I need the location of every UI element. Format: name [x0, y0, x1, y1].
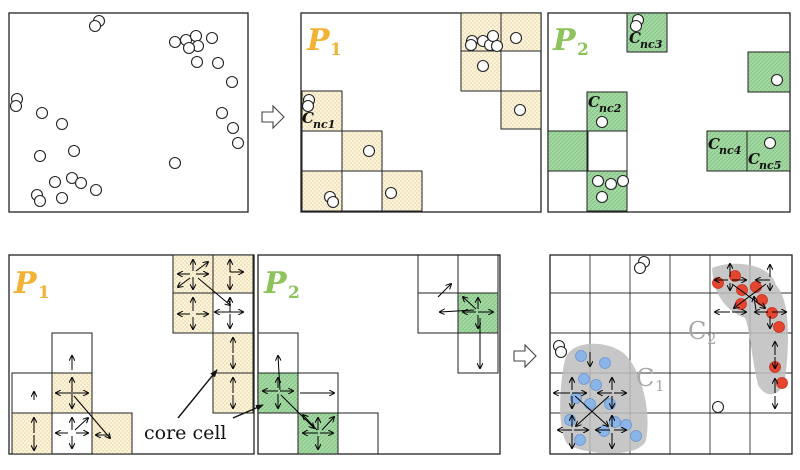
cnc1-label: C — [302, 109, 314, 127]
p2-label-top: P — [552, 23, 577, 58]
raw-points-panel — [8, 12, 249, 213]
cluster-c1-label: C — [636, 364, 654, 392]
cnc1-label-sub: nc1 — [313, 118, 335, 131]
cluster-c2-label: C — [688, 317, 706, 345]
p1-label-top-sub: 1 — [330, 40, 342, 60]
cnc3-label: C — [629, 29, 641, 47]
core-cell-label: core cell — [144, 422, 227, 444]
core-cell-callout: core cell — [142, 369, 264, 444]
cnc3-label-sub: nc3 — [640, 38, 663, 51]
p1-label-top: P — [306, 23, 331, 58]
p2-label-top-sub: 2 — [577, 40, 589, 60]
p1-grid-panel-top: P 1 C nc1 — [300, 12, 542, 213]
p2-label-bottom: P — [263, 266, 288, 301]
cluster-c1-label-sub: 1 — [655, 377, 665, 395]
cnc4-label-sub: nc4 — [719, 144, 741, 157]
cluster-result-panel: C 1 C 2 — [549, 254, 793, 455]
cnc2-label: C — [588, 93, 600, 111]
p2-label-bottom-sub: 2 — [288, 283, 300, 303]
cnc2-label-sub: nc2 — [599, 102, 622, 115]
p2-core-panel-bottom: P 2 — [257, 254, 501, 455]
p1-label-bottom: P — [13, 266, 38, 301]
cnc4-label: C — [708, 135, 720, 153]
p2-grid-panel-top: P 2 C nc3 C nc2 C nc4 C nc5 — [547, 12, 791, 213]
p1-label-bottom-sub: 1 — [38, 283, 50, 303]
cnc5-label: C — [748, 150, 760, 168]
cnc5-label-sub: nc5 — [759, 159, 781, 172]
step-arrow-icon — [261, 104, 285, 130]
step-arrow-icon-2 — [513, 343, 537, 369]
cluster-c2-label-sub: 2 — [707, 330, 717, 348]
